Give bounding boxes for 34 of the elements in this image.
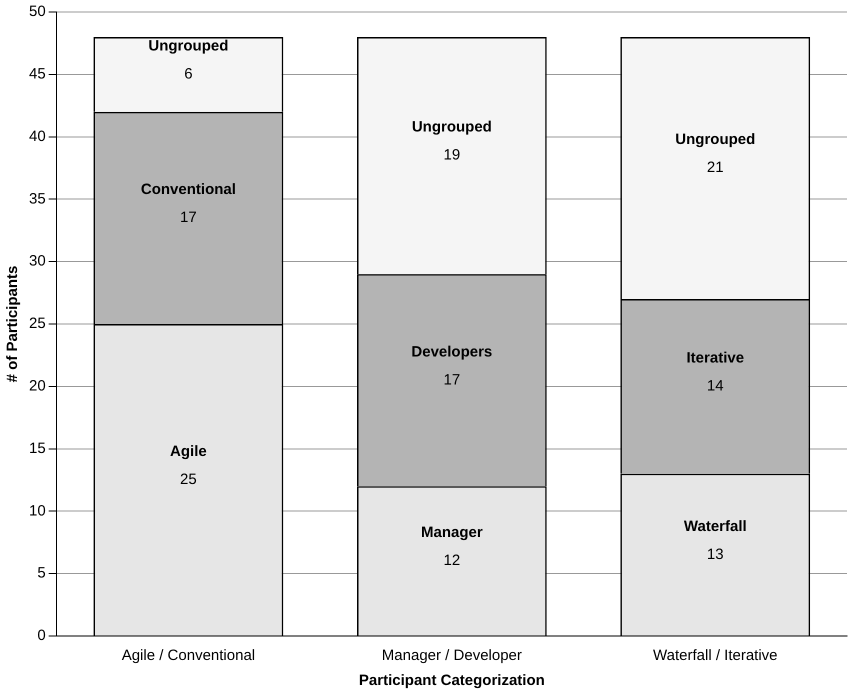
data-label: 14 bbox=[706, 378, 724, 395]
data-label: 6 bbox=[184, 66, 193, 83]
data-label: 17 bbox=[180, 209, 197, 226]
y-tick-label: 5 bbox=[37, 564, 46, 582]
annotation: Ungrouped bbox=[148, 38, 228, 55]
annotation: Agile bbox=[170, 442, 207, 460]
x-tick-label: Agile / Conventional bbox=[122, 647, 256, 664]
data-label: 21 bbox=[706, 159, 724, 176]
y-tick-label: 35 bbox=[28, 190, 46, 208]
y-tick-label: 0 bbox=[37, 627, 46, 644]
annotation: Conventional bbox=[140, 181, 236, 198]
x-tick-label: Waterfall / Iterative bbox=[653, 647, 778, 664]
y-tick-label: 30 bbox=[28, 252, 46, 270]
y-tick-label: 40 bbox=[28, 128, 46, 145]
annotation: Ungrouped bbox=[412, 118, 492, 136]
y-tick-label: 25 bbox=[28, 315, 46, 332]
y-tick-label: 45 bbox=[28, 66, 46, 83]
annotation: Waterfall bbox=[684, 518, 747, 535]
annotation: Ungrouped bbox=[675, 131, 756, 148]
y-axis-title: # of Participants bbox=[4, 266, 22, 382]
x-tick-label: Manager / Developer bbox=[382, 647, 522, 664]
data-label: 25 bbox=[180, 470, 197, 488]
x-axis-title: Participant Categorization bbox=[358, 672, 545, 690]
data-label: 13 bbox=[706, 546, 724, 563]
y-tick-label: 15 bbox=[28, 440, 46, 457]
data-label: 12 bbox=[444, 552, 460, 570]
annotation: Developers bbox=[411, 343, 492, 360]
data-label: 19 bbox=[444, 146, 460, 164]
annotation: Manager bbox=[421, 524, 483, 542]
y-tick-label: 20 bbox=[28, 378, 46, 395]
data-label: 17 bbox=[444, 371, 460, 388]
annotation: Iterative bbox=[686, 350, 744, 367]
y-tick-label: 10 bbox=[28, 502, 46, 520]
y-tick-label: 50 bbox=[28, 3, 46, 20]
